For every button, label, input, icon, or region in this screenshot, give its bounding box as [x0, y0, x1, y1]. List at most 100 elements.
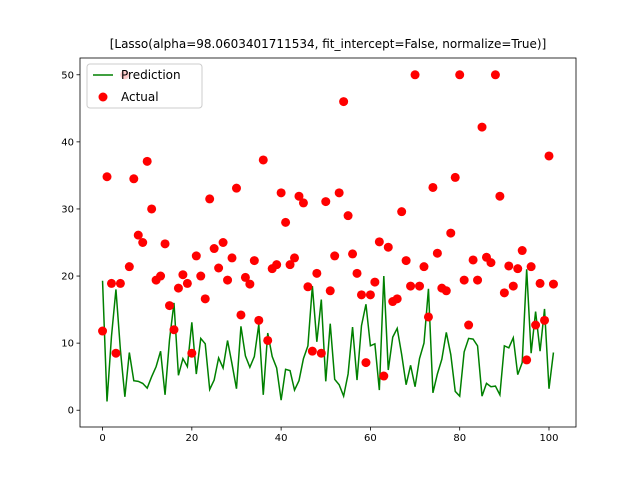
actual-point: [374, 237, 384, 247]
actual-point: [98, 326, 108, 336]
x-tick-label: 80: [453, 433, 466, 444]
actual-point: [464, 320, 474, 330]
legend-box: [86, 63, 203, 109]
actual-point: [294, 191, 304, 201]
actual-point: [263, 335, 273, 345]
actual-point: [290, 253, 300, 263]
actual-point: [236, 310, 246, 320]
actual-point: [165, 301, 175, 311]
actual-point: [303, 282, 313, 292]
actual-point: [240, 272, 250, 282]
actual-point: [129, 174, 139, 184]
actual-point: [455, 70, 465, 80]
actual-point: [173, 283, 183, 293]
actual-point: [540, 315, 550, 325]
actual-point: [361, 358, 371, 368]
actual-point: [258, 155, 268, 165]
actual-point: [147, 204, 157, 214]
actual-point: [200, 294, 210, 304]
actual-point: [531, 320, 541, 330]
actual-point: [383, 242, 393, 252]
actual-point: [223, 275, 233, 285]
actual-point: [307, 346, 317, 356]
actual-point: [517, 246, 527, 256]
actual-point: [102, 172, 112, 182]
actual-point: [548, 279, 558, 289]
actual-point: [115, 278, 125, 288]
actual-point: [111, 348, 121, 358]
actual-point: [477, 122, 487, 132]
actual-point: [191, 251, 201, 261]
actual-point: [468, 255, 478, 265]
actual-point: [312, 268, 322, 278]
actual-point: [370, 277, 380, 287]
actual-point: [504, 261, 514, 271]
actual-point: [106, 278, 116, 288]
actual-point: [281, 217, 291, 227]
x-tick-label: 0: [99, 433, 105, 444]
actual-point: [415, 281, 425, 291]
actual-point: [325, 286, 335, 296]
actual-point: [410, 70, 420, 80]
actual-point: [133, 230, 143, 240]
actual-point: [544, 151, 554, 161]
prediction-line: [101, 269, 555, 402]
actual-point: [169, 325, 179, 335]
actual-point: [406, 281, 416, 291]
actual-point: [187, 348, 197, 358]
actual-point: [441, 286, 451, 296]
actual-point: [285, 260, 295, 270]
actual-point: [522, 355, 532, 365]
actual-point: [334, 188, 344, 198]
actual-point: [254, 315, 264, 325]
actual-point: [209, 244, 219, 254]
x-tick-label: 100: [539, 433, 558, 444]
x-tick-label: 20: [185, 433, 198, 444]
chart-title: [Lasso(alpha=98.0603401711534, fit_inter…: [110, 37, 547, 51]
actual-point: [124, 262, 134, 272]
actual-point: [205, 194, 215, 204]
actual-point: [356, 290, 366, 300]
y-tick-label: 20: [61, 272, 74, 283]
actual-point: [156, 271, 166, 281]
actual-point: [231, 183, 241, 193]
actual-point: [321, 197, 331, 207]
actual-point: [272, 260, 282, 270]
y-tick-label: 10: [61, 339, 74, 350]
actual-point: [446, 228, 456, 238]
actual-point: [419, 262, 429, 272]
y-tick-label: 40: [61, 137, 74, 148]
x-tick-label: 60: [364, 433, 377, 444]
actual-point: [218, 238, 228, 247]
actual-point: [473, 275, 483, 285]
axes-frame: [79, 57, 577, 428]
actual-point: [495, 191, 505, 201]
legend-marker: [98, 92, 108, 102]
actual-point: [459, 275, 469, 285]
actual-point: [142, 156, 152, 166]
actual-point: [316, 348, 326, 358]
actual-point: [379, 371, 389, 381]
actual-point: [298, 198, 308, 208]
actual-point: [249, 256, 259, 266]
actual-point: [339, 97, 349, 107]
actual-point: [365, 290, 375, 300]
actual-point: [348, 249, 358, 259]
actual-point: [178, 270, 188, 280]
actual-point: [392, 294, 402, 304]
actual-point: [138, 238, 148, 247]
actual-point: [490, 70, 500, 80]
actual-point: [401, 256, 411, 266]
actual-point: [450, 172, 460, 182]
actual-point: [513, 264, 523, 274]
actual-point: [499, 288, 509, 298]
y-tick-label: 0: [68, 406, 74, 417]
actual-point: [486, 258, 496, 268]
actual-point: [508, 281, 518, 291]
actual-point: [526, 262, 536, 272]
actual-point: [428, 182, 438, 192]
actual-point: [227, 253, 237, 263]
actual-point: [160, 239, 170, 249]
actual-point: [352, 268, 362, 278]
